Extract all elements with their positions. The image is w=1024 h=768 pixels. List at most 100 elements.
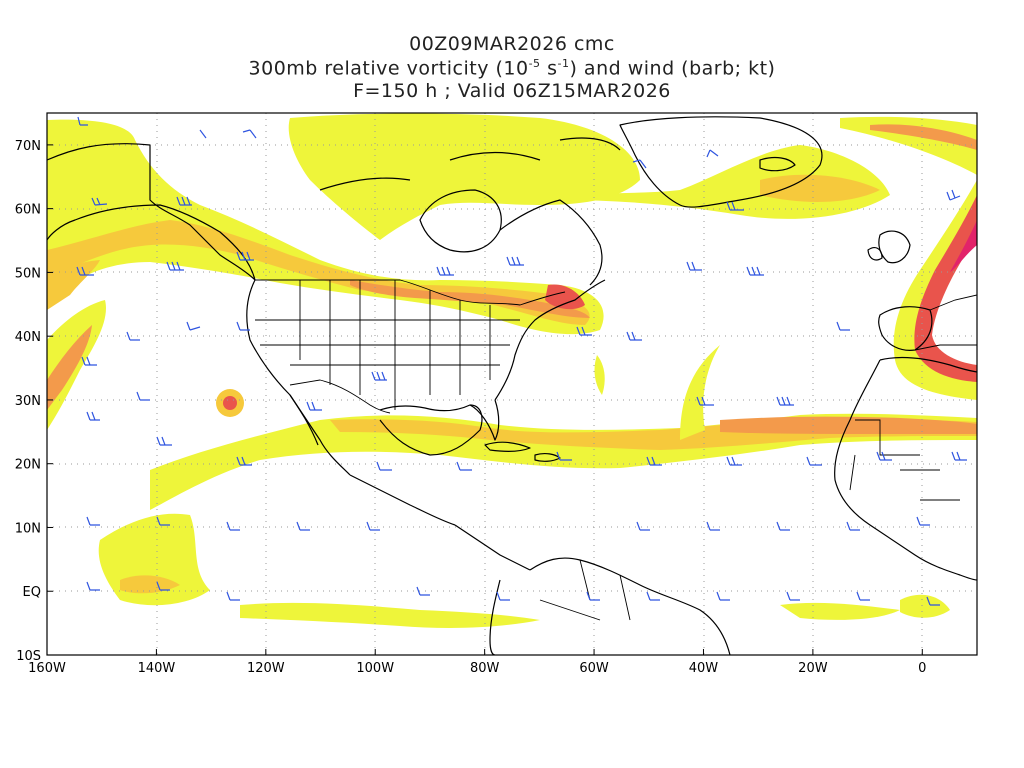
- wind-barb: [236, 321, 250, 331]
- border-us-mexico: [289, 379, 391, 414]
- coast-labrador: [499, 199, 603, 286]
- coastlines: [47, 116, 977, 655]
- wind-barb: [916, 516, 930, 526]
- x-tick-label: 100W: [356, 661, 394, 676]
- vort-region-europe-jet-core: [914, 195, 977, 382]
- coast-uk: [878, 230, 911, 264]
- wind-barb: [586, 591, 600, 601]
- wind-barb: [306, 401, 322, 411]
- wind-barb: [696, 396, 714, 406]
- wind-barb: [236, 456, 252, 466]
- wind-barb: [776, 521, 790, 531]
- y-tick-label: EQ: [23, 585, 41, 600]
- coast-hispaniola: [534, 452, 561, 462]
- wind-barb: [199, 129, 207, 139]
- vort-region-nova-scotia-max: [545, 284, 585, 310]
- wind-barb: [496, 591, 510, 601]
- wind-barb: [686, 261, 702, 271]
- vort-region-pacific-jet: [47, 119, 604, 335]
- coast-ireland: [867, 247, 883, 261]
- vort-region-northatl-core: [870, 124, 977, 150]
- vort-region-europe-jet-extreme: [950, 220, 977, 272]
- wind-barb: [86, 411, 100, 421]
- coast-africa: [834, 356, 977, 581]
- political-boundaries: [149, 145, 977, 621]
- coast-mexico-west: [349, 474, 456, 526]
- vort-region-tropics-east: [240, 602, 540, 628]
- wind-barb: [376, 461, 392, 471]
- coast-greenland: [619, 116, 823, 208]
- wind-barb: [706, 149, 719, 158]
- wind-barb: [186, 321, 201, 331]
- wind-barb: [86, 581, 100, 591]
- wind-barb: [416, 586, 430, 596]
- wind-barb: [176, 196, 192, 206]
- wind-barb: [846, 521, 860, 531]
- wind-barb: [76, 266, 94, 276]
- borders-south-america: [539, 559, 631, 621]
- coast-iceland: [759, 156, 796, 172]
- map-title-line3: F=150 h ; Valid 06Z15MAR2026: [353, 80, 671, 102]
- coast-gulf-mexico: [379, 404, 483, 456]
- wind-barb: [876, 451, 892, 461]
- x-tick-label: 60W: [579, 661, 609, 676]
- vorticity-field: [47, 113, 977, 628]
- x-tick-label: 120W: [247, 661, 285, 676]
- wind-barb: [726, 456, 742, 466]
- x-tick-label: 80W: [470, 661, 500, 676]
- y-tick-label: 30N: [15, 394, 41, 409]
- coast-cuba: [484, 441, 531, 452]
- axis-ticks: 160W 140W 120W 100W 80W 60W 40W 20W 0 10S EQ 10N 20N…: [15, 139, 927, 676]
- wind-barb: [156, 581, 170, 591]
- coast-florida: [469, 399, 500, 441]
- title-exp-1: -5: [528, 57, 541, 70]
- wind-barb: [242, 129, 257, 139]
- wind-barb: [706, 521, 720, 531]
- wind-barb: [636, 521, 650, 531]
- vort-region-pacific-vortex-core: [223, 396, 237, 410]
- y-tick-label: 10N: [15, 521, 41, 536]
- wind-barb: [226, 591, 240, 601]
- plot-frame: [46, 112, 978, 656]
- map-title-line2: 300mb relative vorticity (10-5 s-1) and …: [0, 57, 1024, 79]
- vort-region-trop-pacific-core: [120, 575, 180, 594]
- wind-barb: [806, 456, 822, 466]
- y-tick-label: 40N: [15, 330, 41, 345]
- wind-barb: [156, 516, 170, 526]
- coast-central-america: [454, 524, 531, 571]
- vort-region-tropics-atl: [780, 602, 900, 620]
- wind-barb: [556, 451, 572, 461]
- title-text-b: s: [540, 57, 558, 80]
- wind-barb: [456, 461, 472, 471]
- y-tick-label: 50N: [15, 266, 41, 281]
- graticule: [47, 113, 977, 655]
- vort-region-subtropical-jet-core: [720, 416, 977, 434]
- wind-barb: [632, 159, 647, 169]
- wind-barb: [646, 456, 662, 466]
- title-exp-2: -1: [557, 57, 570, 70]
- wind-barb: [126, 331, 140, 341]
- wind-barb: [86, 516, 100, 526]
- x-tick-label: 140W: [138, 661, 176, 676]
- borders-europe: [914, 294, 977, 351]
- x-tick-label: 160W: [28, 661, 66, 676]
- vort-region-gulf-alaska: [47, 260, 100, 310]
- wind-barb: [716, 591, 730, 601]
- vort-region-greenland-core: [760, 174, 880, 202]
- border-us-canada: [255, 279, 566, 306]
- coast-alaska: [47, 143, 256, 281]
- vort-region-nepac-core: [47, 325, 92, 410]
- wind-barb: [856, 591, 870, 601]
- wind-barb: [726, 201, 744, 211]
- coast-canada-west: [246, 279, 351, 476]
- wind-barb: [646, 591, 660, 601]
- wind-barb: [371, 371, 387, 381]
- coast-baja: [289, 394, 319, 446]
- wind-barb: [226, 521, 240, 531]
- wind-barb: [746, 266, 764, 276]
- vort-region-west-africa: [900, 594, 950, 618]
- wind-barb: [156, 436, 172, 446]
- wind-barb: [946, 189, 961, 201]
- map-title-line1: 00Z09MAR2026 cmc: [409, 33, 615, 55]
